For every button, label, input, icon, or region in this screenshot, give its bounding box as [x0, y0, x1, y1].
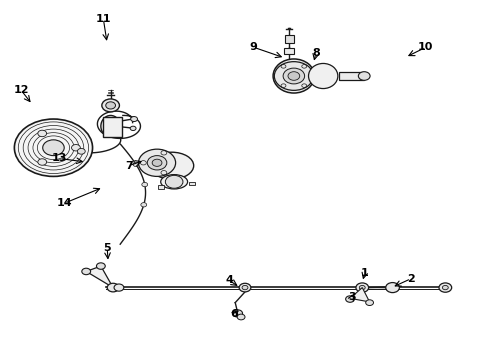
Bar	[158, 185, 164, 189]
Text: 13: 13	[51, 153, 67, 163]
Circle shape	[97, 263, 105, 269]
Text: 8: 8	[312, 48, 319, 58]
Circle shape	[237, 314, 245, 320]
Circle shape	[139, 149, 175, 176]
Circle shape	[439, 283, 452, 292]
Circle shape	[72, 144, 80, 151]
Bar	[103, 117, 122, 137]
Circle shape	[283, 68, 305, 84]
Text: 7: 7	[125, 161, 133, 171]
Ellipse shape	[150, 152, 194, 179]
Circle shape	[107, 283, 119, 292]
Circle shape	[38, 159, 47, 165]
Circle shape	[43, 140, 64, 156]
Circle shape	[359, 285, 365, 290]
Bar	[284, 48, 294, 54]
Circle shape	[82, 268, 91, 275]
Circle shape	[77, 148, 85, 154]
Text: 6: 6	[230, 309, 238, 319]
Circle shape	[366, 300, 373, 306]
Circle shape	[345, 296, 354, 302]
Circle shape	[152, 159, 162, 166]
Ellipse shape	[101, 116, 121, 137]
Ellipse shape	[309, 63, 338, 89]
Circle shape	[442, 285, 448, 290]
Circle shape	[147, 156, 167, 170]
Circle shape	[142, 183, 147, 187]
Circle shape	[358, 72, 370, 80]
Text: 3: 3	[349, 292, 356, 302]
Text: 5: 5	[103, 243, 111, 253]
Text: 4: 4	[225, 275, 233, 285]
Text: 2: 2	[407, 274, 415, 284]
Circle shape	[356, 283, 368, 292]
Circle shape	[165, 175, 183, 188]
Polygon shape	[350, 288, 369, 302]
Circle shape	[14, 119, 93, 176]
Circle shape	[242, 285, 248, 290]
Circle shape	[274, 62, 314, 90]
Text: 10: 10	[418, 42, 434, 52]
Circle shape	[288, 72, 300, 80]
Text: 9: 9	[250, 42, 258, 52]
Bar	[285, 35, 294, 43]
Text: 14: 14	[56, 198, 72, 208]
Circle shape	[102, 99, 120, 112]
Text: 12: 12	[13, 85, 29, 95]
Circle shape	[114, 284, 124, 291]
Circle shape	[130, 126, 136, 131]
Circle shape	[106, 102, 116, 109]
Circle shape	[133, 162, 139, 167]
Text: 1: 1	[361, 268, 368, 278]
Ellipse shape	[161, 175, 188, 189]
Circle shape	[233, 310, 243, 317]
Circle shape	[386, 283, 399, 293]
Ellipse shape	[273, 59, 315, 93]
Circle shape	[239, 283, 251, 292]
Circle shape	[141, 203, 147, 207]
Circle shape	[38, 130, 47, 137]
Bar	[339, 72, 364, 80]
Polygon shape	[86, 266, 113, 288]
Circle shape	[131, 117, 138, 122]
Bar	[189, 182, 195, 185]
Text: 11: 11	[96, 14, 111, 24]
